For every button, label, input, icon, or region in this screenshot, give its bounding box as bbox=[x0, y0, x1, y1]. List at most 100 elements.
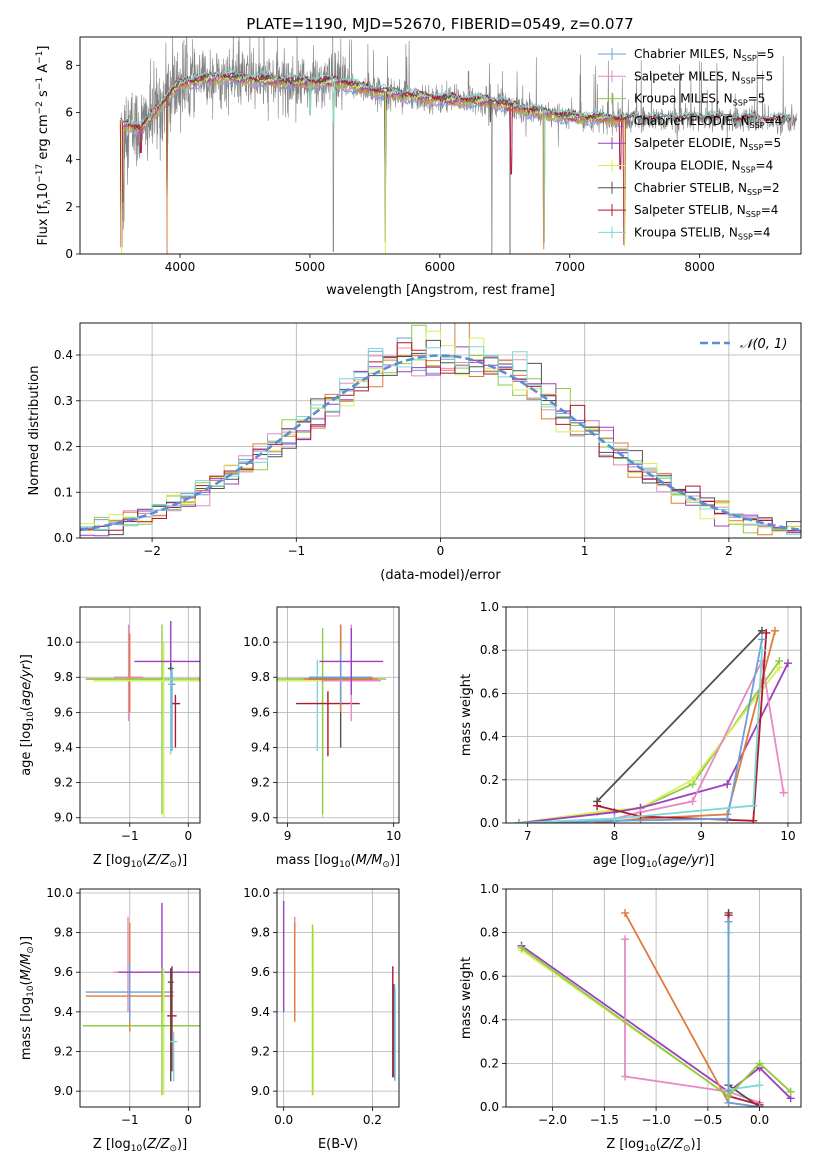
x-tick-label: 9 bbox=[697, 829, 705, 843]
x-tick-label: −1.5 bbox=[590, 1113, 619, 1127]
x-axis-label: (data-model)/error bbox=[380, 568, 501, 583]
weight-marker bbox=[775, 663, 784, 672]
y-tick-label: 8 bbox=[65, 58, 73, 72]
age-vs-mass-plot bbox=[277, 624, 387, 818]
x-tick-label: 4000 bbox=[165, 260, 196, 274]
y-tick-label: 9.0 bbox=[251, 1084, 270, 1098]
x-tick-label: 0.0 bbox=[274, 1113, 293, 1127]
weight-marker bbox=[755, 1103, 764, 1107]
mass-vs-ebv-panel: 0.0 0.2 9.0 9.2 9.4 9.6 9.8 10.0 E(B-V) bbox=[243, 886, 400, 1152]
y-tick-label: 9.6 bbox=[251, 705, 270, 719]
y-tick-label: 0.8 bbox=[480, 926, 499, 940]
x-tick-label: 8000 bbox=[684, 260, 715, 274]
error-bar-kroupa-miles bbox=[85, 624, 200, 815]
y-tick-label: 9.2 bbox=[251, 776, 270, 790]
x-tick-label: 7 bbox=[524, 829, 532, 843]
weight-marker bbox=[621, 908, 630, 917]
weight-marker bbox=[517, 943, 526, 952]
y-tick-label: 9.4 bbox=[251, 1005, 270, 1019]
legend-entry: Kroupa ELODIE, NSSP=4 bbox=[634, 159, 773, 175]
y-axis-label: age [log10(age/yr)] bbox=[19, 654, 36, 776]
weight-marker bbox=[755, 1081, 764, 1090]
error-bar-chabrier-miles bbox=[168, 666, 176, 751]
figure-title: PLATE=1190, MJD=52670, FIBERID=0549, z=0… bbox=[246, 15, 633, 33]
x-tick-label: −2 bbox=[143, 544, 161, 558]
y-tick-label: 9.0 bbox=[54, 1084, 73, 1098]
x-tick-label: 0 bbox=[184, 1113, 192, 1127]
y-tick-label: 9.6 bbox=[54, 965, 73, 979]
weight-marker bbox=[621, 1072, 630, 1081]
y-tick-label: 10.0 bbox=[243, 886, 270, 900]
x-tick-label: 7000 bbox=[554, 260, 585, 274]
spectrum-panel: 4000 5000 6000 7000 8000 0 2 4 6 8 Chabrier MILES,… bbox=[35, 36, 802, 298]
y-tick-label: 9.4 bbox=[54, 1005, 73, 1019]
y-tick-label: 2 bbox=[65, 200, 73, 214]
error-bar-salpeter-stelib bbox=[296, 691, 360, 757]
weight-marker bbox=[749, 816, 758, 823]
weight-marker bbox=[688, 775, 697, 784]
weight-marker bbox=[757, 635, 766, 644]
x-axis-label: Z [log10(Z/Z⊙)] bbox=[93, 853, 187, 870]
x-tick-label: 5000 bbox=[295, 260, 326, 274]
y-tick-label: 9.2 bbox=[54, 776, 73, 790]
axes-frame bbox=[79, 888, 201, 1108]
weight-marker bbox=[755, 1059, 764, 1068]
y-tick-label: 9.6 bbox=[251, 965, 270, 979]
weight-marker bbox=[770, 626, 779, 635]
weight-marker bbox=[723, 780, 732, 789]
age-vs-z-panel: −1 0 9.0 9.2 9.4 9.6 9.8 10.0 Z [log10(Z/Z⊙)] age… bbox=[19, 606, 201, 870]
error-bar-salpeter-miles bbox=[113, 624, 144, 722]
residual-histogram-chabrier-stelib bbox=[80, 339, 801, 536]
x-tick-label: 0 bbox=[184, 829, 192, 843]
y-tick-label: 1.0 bbox=[480, 882, 499, 896]
y-tick-label: 0.8 bbox=[480, 643, 499, 657]
axes-frame bbox=[505, 606, 802, 824]
y-tick-label: 0.4 bbox=[480, 1013, 499, 1027]
weight-marker bbox=[515, 819, 524, 823]
weight-marker bbox=[749, 801, 758, 810]
axes-frame bbox=[505, 888, 802, 1108]
x-axis-label: Z [log10(Z/Z⊙)] bbox=[606, 1137, 700, 1154]
y-tick-label: 0.2 bbox=[480, 1056, 499, 1070]
y-axis-label: mass weight bbox=[459, 957, 474, 1039]
x-tick-label: −2.0 bbox=[538, 1113, 567, 1127]
error-bar-salpeter-stelib bbox=[167, 966, 177, 1072]
y-axis-label: Normed distribution bbox=[27, 366, 42, 496]
weight-marker bbox=[762, 628, 771, 637]
y-tick-label: 9.8 bbox=[54, 926, 73, 940]
y-tick-label: 9.2 bbox=[54, 1045, 73, 1059]
y-tick-label: 10.0 bbox=[46, 886, 73, 900]
y-tick-label: 0.3 bbox=[54, 394, 73, 408]
x-tick-label: 0.0 bbox=[750, 1113, 769, 1127]
mass-vs-ebv-plot bbox=[282, 900, 396, 1096]
y-tick-label: 9.8 bbox=[251, 670, 270, 684]
model-spectrum-kroupa-elodie bbox=[120, 72, 624, 243]
y-axis-label: mass weight bbox=[459, 674, 474, 756]
weight-marker bbox=[757, 626, 766, 635]
error-bar-kroupa-stelib bbox=[170, 1031, 178, 1082]
x-tick-label: 9 bbox=[284, 829, 292, 843]
weight-marker bbox=[786, 1087, 795, 1096]
y-tick-label: 0.0 bbox=[480, 1100, 499, 1114]
legend-entry: Kroupa STELIB, NSSP=4 bbox=[634, 225, 771, 241]
spectrum-plot bbox=[119, 37, 798, 254]
error-bar-chabrier-stelib bbox=[167, 968, 174, 1082]
x-tick-label: 2 bbox=[725, 544, 733, 558]
age-vs-z-plot bbox=[85, 621, 200, 818]
legend-entry: Salpeter MILES, NSSP=5 bbox=[634, 69, 773, 85]
model-spectrum-salpeter-stelib bbox=[119, 70, 791, 248]
y-tick-label: 10.0 bbox=[243, 635, 270, 649]
axes-frame bbox=[79, 322, 802, 539]
age-vs-mass-panel: 9 10 9.0 9.2 9.4 9.6 9.8 10.0 mass [log10(M/M⊙)] bbox=[243, 606, 401, 870]
error-bar-kroupa-elodie bbox=[93, 642, 200, 818]
x-axis-label: mass [log10(M/M⊙)] bbox=[276, 853, 400, 870]
axes-frame bbox=[276, 888, 400, 1108]
x-axis-label: E(B-V) bbox=[318, 1137, 358, 1152]
weight-marker bbox=[757, 646, 766, 655]
weight-marker bbox=[783, 659, 792, 668]
spectrum-legend: Chabrier MILES, NSSP=5 Salpeter MILES, NS… bbox=[598, 47, 782, 241]
y-tick-label: 0.0 bbox=[480, 816, 499, 830]
